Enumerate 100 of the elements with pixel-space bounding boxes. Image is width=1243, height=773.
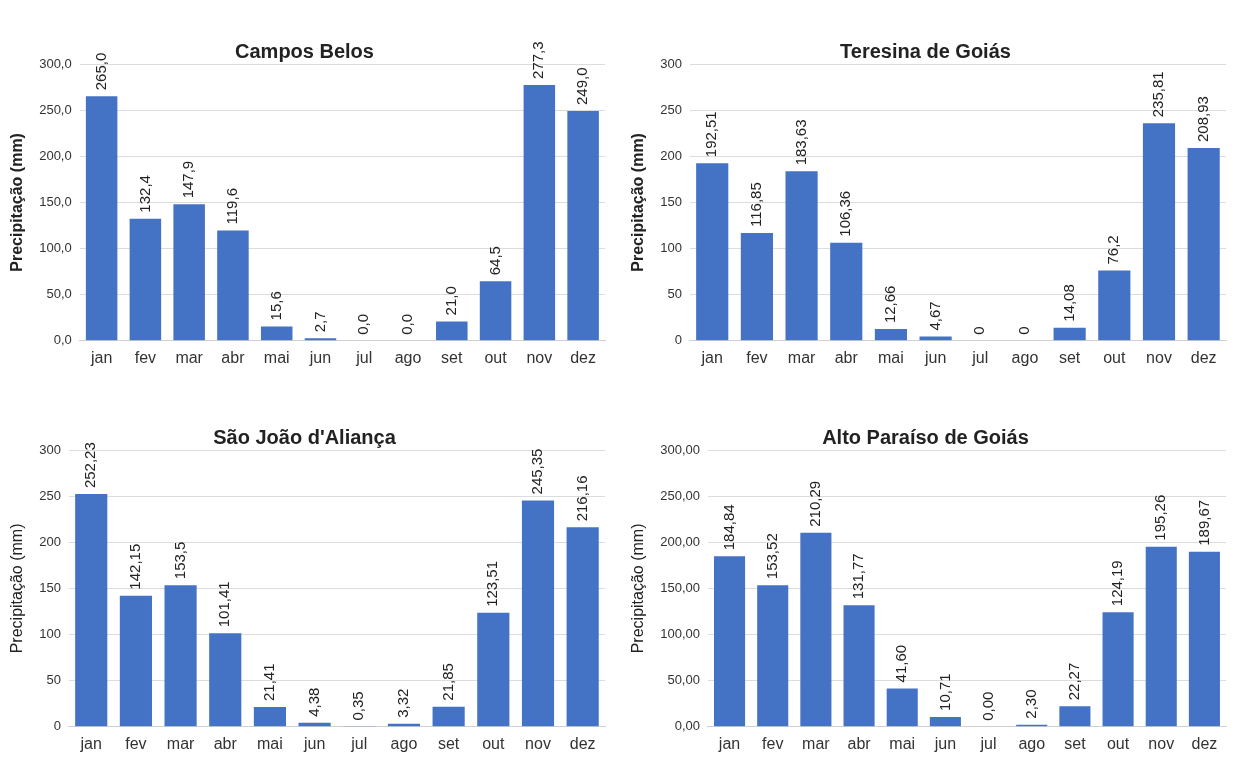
data-label: 153,5	[170, 541, 188, 580]
x-tick-label: jan	[700, 348, 723, 366]
bar	[566, 527, 599, 727]
chart-title: Campos Belos	[235, 39, 374, 62]
x-tick-label: out	[1106, 734, 1130, 752]
x-tick-label: abr	[847, 734, 872, 752]
bar	[785, 171, 818, 341]
y-tick-label: 300,0	[39, 55, 72, 71]
bar	[929, 716, 961, 727]
y-tick-label: 100,00	[660, 626, 700, 642]
x-tick-label: jun	[923, 348, 947, 366]
x-tick-label: out	[484, 348, 508, 366]
data-label: 4,67	[925, 301, 943, 331]
data-label: 0	[970, 326, 988, 335]
x-tick-label: jun	[933, 734, 957, 752]
bar	[209, 633, 242, 727]
y-tick-label: 100	[39, 626, 61, 642]
data-label: 0,0	[398, 313, 416, 335]
bar	[217, 230, 249, 341]
data-label: 123,51	[483, 560, 501, 607]
data-label: 10,71	[935, 673, 953, 711]
bar	[119, 595, 152, 727]
x-tick-label: fev	[762, 734, 784, 752]
data-label: 3,32	[394, 688, 412, 718]
data-label: 252,23	[81, 442, 99, 489]
bar	[1142, 123, 1176, 341]
bar	[1187, 148, 1220, 341]
bar	[886, 688, 918, 727]
data-label: 142,15	[126, 543, 144, 590]
x-tick-label: mai	[878, 348, 904, 366]
data-label: 4,38	[304, 687, 322, 717]
data-label: 208,93	[1193, 96, 1211, 143]
x-tick-label: set	[437, 734, 460, 752]
x-tick-label: jan	[717, 734, 741, 752]
y-tick-label: 200,00	[660, 533, 700, 549]
y-axis-title: Precipitação (mm)	[629, 523, 647, 654]
chart-title: São João d'Aliança	[213, 425, 397, 448]
x-tick-label: dez	[570, 348, 597, 366]
data-label: 0,0	[354, 313, 372, 335]
x-tick-label: set	[441, 348, 464, 366]
data-label: 192,51	[702, 111, 720, 158]
y-tick-label: 50,00	[667, 672, 700, 688]
x-tick-label: jul	[971, 348, 989, 366]
data-label: 184,84	[719, 504, 737, 551]
bar	[919, 336, 952, 341]
data-label: 195,26	[1151, 494, 1169, 541]
bar	[129, 218, 162, 341]
data-label: 15,6	[266, 291, 284, 321]
data-label: 124,19	[1108, 560, 1126, 607]
bar	[1053, 327, 1086, 341]
bar	[432, 706, 465, 727]
bar	[173, 204, 205, 341]
y-tick-label: 300,00	[660, 441, 700, 457]
bar	[521, 500, 555, 727]
data-label: 235,81	[1149, 71, 1167, 118]
chart-title: Teresina de Goiás	[840, 39, 1011, 62]
y-axis-title: Precipitação (mm)	[629, 133, 647, 272]
bar	[1145, 546, 1177, 727]
x-tick-label: abr	[221, 348, 246, 366]
data-label: 2,30	[1021, 689, 1039, 719]
data-label: 21,0	[441, 286, 459, 316]
data-label: 101,41	[215, 581, 233, 628]
x-tick-label: nov	[1148, 734, 1175, 752]
data-label: 277,3	[529, 41, 547, 79]
data-label: 116,85	[747, 182, 765, 227]
x-tick-label: dez	[1191, 734, 1218, 752]
bar	[1059, 706, 1091, 727]
data-label: 265,0	[91, 52, 109, 91]
y-tick-label: 200,0	[39, 147, 72, 163]
bar	[696, 163, 729, 341]
data-label: 147,9	[179, 160, 197, 199]
y-tick-label: 300	[660, 55, 682, 71]
chart-title: Alto Paraíso de Goiás	[822, 425, 1029, 448]
bar	[479, 281, 512, 341]
x-tick-label: ago	[394, 348, 422, 366]
data-label: 132,4	[135, 175, 153, 213]
data-label: 21,85	[438, 663, 456, 701]
bar	[85, 96, 118, 341]
y-tick-label: 0,00	[674, 718, 700, 734]
x-tick-label: mar	[175, 348, 204, 366]
data-label: 0,00	[978, 691, 996, 721]
bar	[253, 707, 287, 727]
y-tick-label: 250	[660, 101, 682, 117]
bar	[757, 585, 789, 727]
x-tick-label: abr	[834, 348, 859, 366]
bar	[830, 242, 863, 341]
data-label: 216,16	[572, 475, 590, 522]
x-tick-label: fev	[746, 348, 768, 366]
y-tick-label: 250,00	[660, 487, 700, 503]
data-label: 153,52	[762, 533, 780, 580]
bar	[740, 232, 773, 341]
y-tick-label: 50	[667, 286, 682, 302]
bar	[1102, 612, 1134, 727]
x-tick-label: jun	[302, 734, 326, 752]
x-tick-label: nov	[526, 348, 553, 366]
x-tick-label: abr	[213, 734, 238, 752]
x-tick-label: mai	[889, 734, 916, 752]
data-label: 131,77	[849, 553, 867, 600]
bar	[75, 494, 108, 727]
x-tick-label: ago	[1018, 734, 1046, 752]
